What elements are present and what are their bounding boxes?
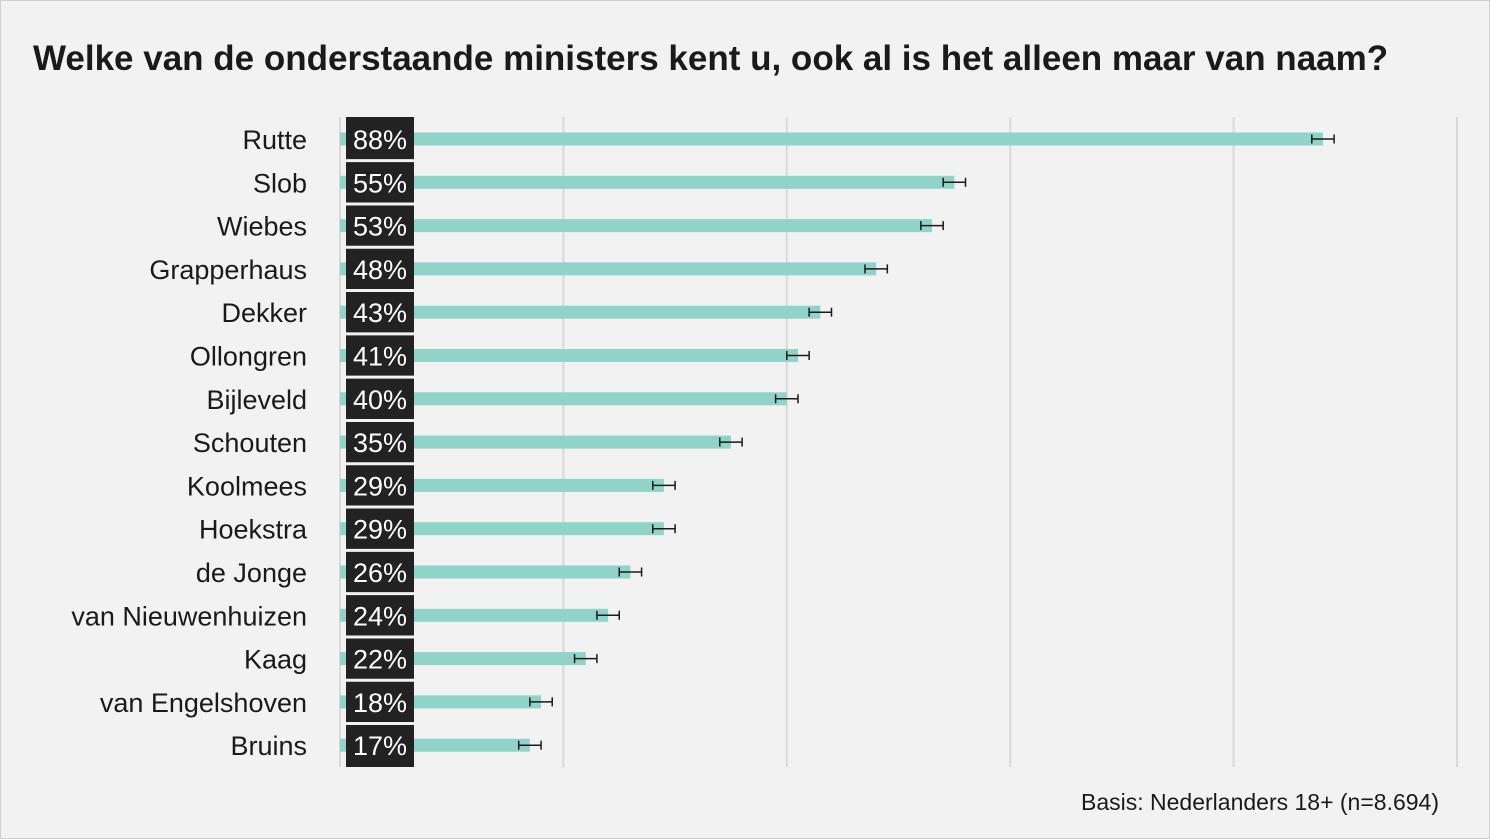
error-bar-bijleveld (774, 394, 799, 404)
value-label-wiebes: 53% (353, 212, 407, 242)
bar-wiebes (340, 219, 933, 233)
value-label-de-jonge: 26% (353, 558, 407, 588)
bar-schouten (340, 435, 731, 449)
error-bar-van-engelshoven (529, 697, 553, 707)
value-label-van-nieuwenhuizen: 24% (353, 601, 407, 631)
category-label-schouten: Schouten (193, 428, 307, 458)
category-label-ollongren: Ollongren (190, 342, 307, 372)
category-label-kaag: Kaag (244, 645, 307, 675)
error-bar-dekker (808, 307, 833, 317)
value-label-rutte: 88% (353, 125, 407, 155)
category-label-van-engelshoven: van Engelshoven (100, 688, 307, 718)
error-bar-schouten (719, 437, 743, 447)
category-label-de-jonge: de Jonge (196, 558, 307, 588)
value-label-bijleveld: 40% (353, 385, 407, 415)
bar-rutte (340, 132, 1323, 146)
category-label-grapperhaus: Grapperhaus (149, 255, 307, 285)
category-label-van-nieuwenhuizen: van Nieuwenhuizen (71, 601, 307, 631)
error-bar-rutte (1311, 134, 1335, 144)
labels: Rutte 88% Slob 55% Wiebes 53% Grapperhaus 48% De… (71, 125, 407, 761)
chart-footnote: Basis: Nederlanders 18+ (n=8.694) (1081, 789, 1439, 815)
value-label-bruins: 17% (353, 731, 407, 761)
category-label-hoekstra: Hoekstra (199, 515, 308, 545)
error-bar-bruins (517, 740, 542, 750)
error-bar-slob (942, 177, 967, 187)
bar-slob (340, 175, 955, 189)
error-bar-van-nieuwenhuizen (596, 610, 620, 620)
error-bar-kaag (573, 654, 598, 664)
error-bar-hoekstra (652, 524, 676, 534)
value-label-kaag: 22% (353, 645, 407, 675)
chart-title: Welke van de onderstaande ministers kent… (33, 39, 1389, 78)
category-label-koolmees: Koolmees (187, 471, 307, 501)
error-bar-grapperhaus (864, 264, 889, 274)
bars (340, 132, 1335, 752)
category-label-slob: Slob (253, 168, 307, 198)
value-label-column (346, 117, 414, 767)
value-label-background (346, 117, 414, 767)
category-label-rutte: Rutte (242, 125, 307, 155)
category-label-bijleveld: Bijleveld (206, 385, 307, 415)
value-label-schouten: 35% (353, 428, 407, 458)
value-label-slob: 55% (353, 168, 407, 198)
category-label-dekker: Dekker (221, 298, 307, 328)
bar-grapperhaus (340, 262, 877, 276)
value-label-dekker: 43% (353, 298, 407, 328)
bar-hoekstra (340, 522, 664, 536)
error-bar-wiebes (920, 221, 944, 231)
error-bar-koolmees (652, 480, 676, 490)
value-label-ollongren: 41% (353, 342, 407, 372)
bar-dekker (340, 305, 821, 319)
value-label-grapperhaus: 48% (353, 255, 407, 285)
bar-ollongren (340, 349, 798, 362)
error-bar-de-jonge (618, 567, 643, 577)
bar-bijleveld (340, 392, 787, 406)
error-bar-ollongren (786, 351, 810, 360)
value-label-van-engelshoven: 18% (353, 688, 407, 718)
category-label-wiebes: Wiebes (217, 212, 307, 242)
category-label-bruins: Bruins (230, 731, 307, 761)
value-label-hoekstra: 29% (353, 515, 407, 545)
value-label-koolmees: 29% (353, 471, 407, 501)
bar-koolmees (340, 478, 664, 492)
